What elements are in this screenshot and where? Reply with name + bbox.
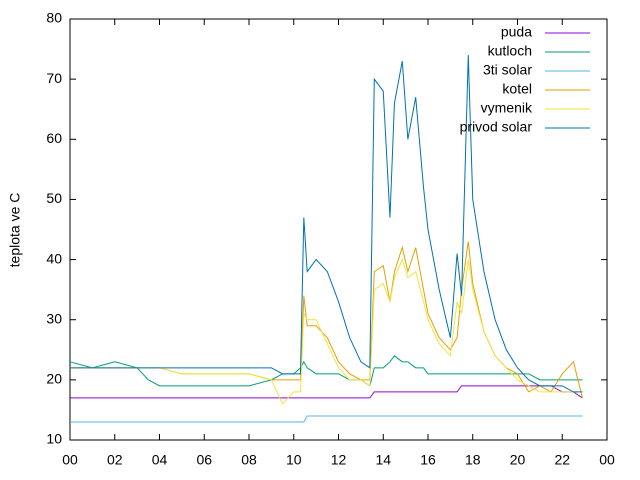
y-tick-label: 40 [46, 250, 62, 266]
x-tick-label: 00 [599, 452, 615, 468]
x-tick-label: 00 [62, 452, 78, 468]
series-line [70, 55, 583, 393]
series-line [70, 415, 583, 423]
series-line [70, 241, 583, 399]
x-tick-label: 12 [331, 452, 347, 468]
x-tick-label: 08 [241, 452, 257, 468]
x-tick-label: 10 [286, 452, 302, 468]
x-tick-label: 22 [554, 452, 570, 468]
legend-label: puda [501, 24, 532, 40]
y-tick-label: 20 [46, 371, 62, 387]
y-tick-label: 80 [46, 10, 62, 26]
x-tick-label: 06 [196, 452, 212, 468]
series-line [70, 258, 583, 405]
legend-label: vymenik [481, 100, 533, 116]
x-tick-label: 16 [420, 452, 436, 468]
series-line [70, 385, 583, 399]
legend-label: kutloch [488, 43, 532, 59]
x-tick-label: 02 [107, 452, 123, 468]
y-tick-label: 10 [46, 431, 62, 447]
legend-label: 3ti solar [483, 62, 532, 78]
y-tick-label: 30 [46, 310, 62, 326]
y-tick-label: 70 [46, 70, 62, 86]
y-tick-label: 60 [46, 130, 62, 146]
x-tick-label: 18 [465, 452, 481, 468]
series-line [69, 355, 583, 387]
x-tick-label: 14 [375, 452, 391, 468]
legend-label: kotel [502, 81, 532, 97]
y-axis-label: teplota ve C [7, 193, 23, 268]
y-tick-label: 50 [46, 190, 62, 206]
x-tick-label: 20 [510, 452, 526, 468]
x-tick-label: 04 [152, 452, 168, 468]
legend-label: privod solar [460, 119, 533, 135]
